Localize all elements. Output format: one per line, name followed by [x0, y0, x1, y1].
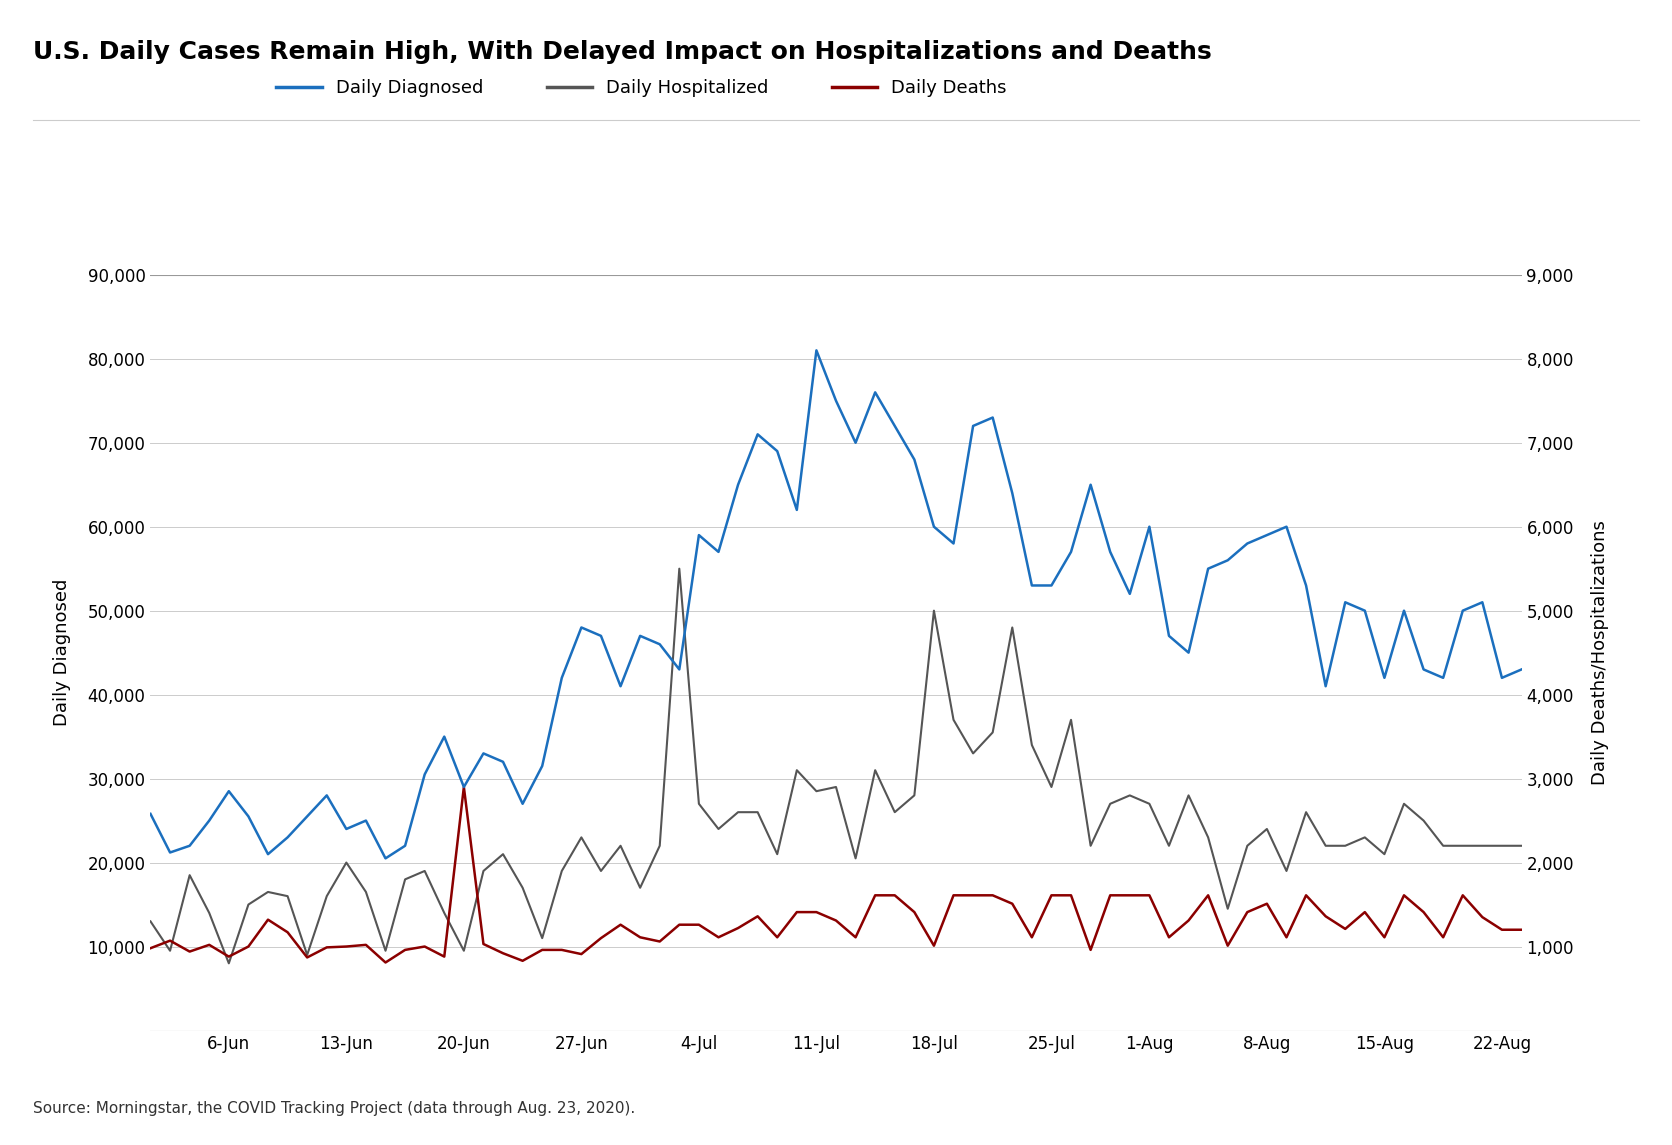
Y-axis label: Daily Deaths/Hospitalizations: Daily Deaths/Hospitalizations: [1590, 520, 1608, 785]
Text: U.S. Daily Cases Remain High, With Delayed Impact on Hospitalizations and Deaths: U.S. Daily Cases Remain High, With Delay…: [33, 40, 1212, 64]
Y-axis label: Daily Diagnosed: Daily Diagnosed: [54, 579, 70, 726]
Text: Source: Morningstar, the COVID Tracking Project (data through Aug. 23, 2020).: Source: Morningstar, the COVID Tracking …: [33, 1101, 635, 1116]
Legend: Daily Diagnosed, Daily Hospitalized, Daily Deaths: Daily Diagnosed, Daily Hospitalized, Dai…: [269, 72, 1013, 104]
